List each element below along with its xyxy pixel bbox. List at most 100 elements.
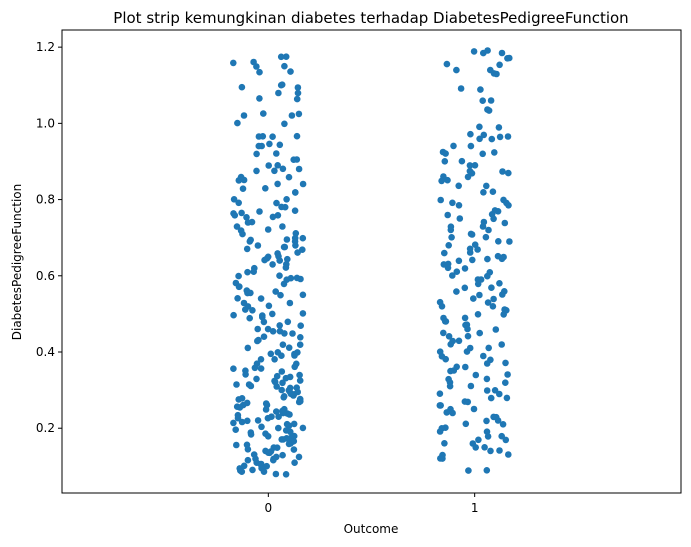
- data-point: [493, 70, 500, 78]
- data-point: [233, 441, 240, 449]
- chart-title: Plot strip kemungkinan diabetes terhadap…: [113, 9, 628, 27]
- data-point: [276, 322, 284, 329]
- data-point: [462, 420, 470, 428]
- data-point: [444, 211, 452, 219]
- data-point: [482, 233, 490, 241]
- data-point: [279, 341, 287, 349]
- data-point: [292, 242, 299, 249]
- data-point: [441, 440, 448, 447]
- data-point: [469, 256, 476, 264]
- data-point: [265, 449, 272, 457]
- data-point: [491, 149, 498, 156]
- data-point: [244, 344, 252, 352]
- data-point: [502, 379, 509, 387]
- data-point: [487, 97, 495, 104]
- data-point: [267, 350, 275, 358]
- data-point: [295, 453, 303, 461]
- data-point: [461, 265, 469, 272]
- data-point: [445, 242, 453, 249]
- data-point: [297, 322, 305, 330]
- data-point: [444, 264, 452, 272]
- data-point: [502, 359, 509, 367]
- x-tick-label: 0: [265, 501, 273, 515]
- data-point: [254, 417, 262, 424]
- data-point: [269, 328, 277, 335]
- data-point: [238, 209, 245, 217]
- data-point: [296, 371, 303, 379]
- data-point: [295, 165, 303, 173]
- data-point: [247, 431, 255, 438]
- data-point: [494, 417, 502, 424]
- data-point: [485, 107, 493, 114]
- data-point: [437, 196, 445, 204]
- data-point: [290, 420, 298, 428]
- data-point: [264, 226, 272, 233]
- x-tick-label: 1: [471, 501, 479, 515]
- data-point: [299, 180, 307, 188]
- data-point: [244, 268, 251, 276]
- data-point: [291, 459, 298, 467]
- data-point: [501, 219, 509, 227]
- data-point: [498, 255, 506, 263]
- data-point: [282, 471, 290, 478]
- data-point: [504, 133, 512, 140]
- data-point: [273, 408, 280, 415]
- data-point: [476, 291, 483, 299]
- data-point: [483, 182, 490, 190]
- data-point: [455, 202, 463, 209]
- data-point: [463, 348, 471, 355]
- data-point: [488, 135, 496, 143]
- data-point: [264, 433, 272, 440]
- data-point: [230, 365, 237, 373]
- data-point: [230, 59, 237, 67]
- data-point: [244, 456, 252, 464]
- data-point: [232, 426, 239, 434]
- data-point: [503, 394, 511, 402]
- data-point: [235, 272, 242, 280]
- data-point: [440, 329, 447, 337]
- data-point: [299, 424, 307, 432]
- data-point: [453, 288, 460, 295]
- data-point: [299, 310, 307, 317]
- data-point: [472, 444, 480, 451]
- data-point: [487, 447, 494, 455]
- data-point: [498, 341, 506, 348]
- data-point: [279, 165, 287, 173]
- data-point: [279, 451, 286, 459]
- data-point: [281, 330, 288, 337]
- data-point: [247, 289, 254, 297]
- data-point: [257, 295, 265, 302]
- data-point: [479, 223, 487, 230]
- data-point: [476, 135, 483, 143]
- data-point: [487, 394, 495, 402]
- data-point: [467, 142, 475, 150]
- data-point: [253, 375, 260, 383]
- data-point: [244, 417, 251, 425]
- data-point: [466, 249, 474, 256]
- data-point: [257, 356, 265, 363]
- data-point: [287, 428, 294, 436]
- data-point: [470, 405, 478, 413]
- data-point: [474, 246, 481, 253]
- data-point: [233, 223, 241, 230]
- data-point: [496, 280, 503, 287]
- y-tick-label: 1.0: [36, 116, 55, 130]
- data-point: [290, 156, 298, 163]
- x-axis-label: Outcome: [344, 522, 399, 536]
- data-point: [292, 189, 299, 196]
- data-point: [496, 447, 503, 454]
- data-point: [255, 142, 263, 150]
- data-point: [231, 212, 239, 219]
- data-point: [480, 49, 487, 57]
- y-axis-label: DiabetesPedigreeFunction: [10, 184, 24, 341]
- data-point: [260, 110, 267, 117]
- data-point: [484, 299, 492, 306]
- data-point: [282, 53, 290, 60]
- data-point: [483, 467, 491, 474]
- data-point: [499, 291, 506, 298]
- data-point: [273, 383, 281, 390]
- data-point: [234, 295, 241, 302]
- data-point: [273, 444, 281, 452]
- data-point: [285, 344, 293, 352]
- data-point: [264, 414, 272, 422]
